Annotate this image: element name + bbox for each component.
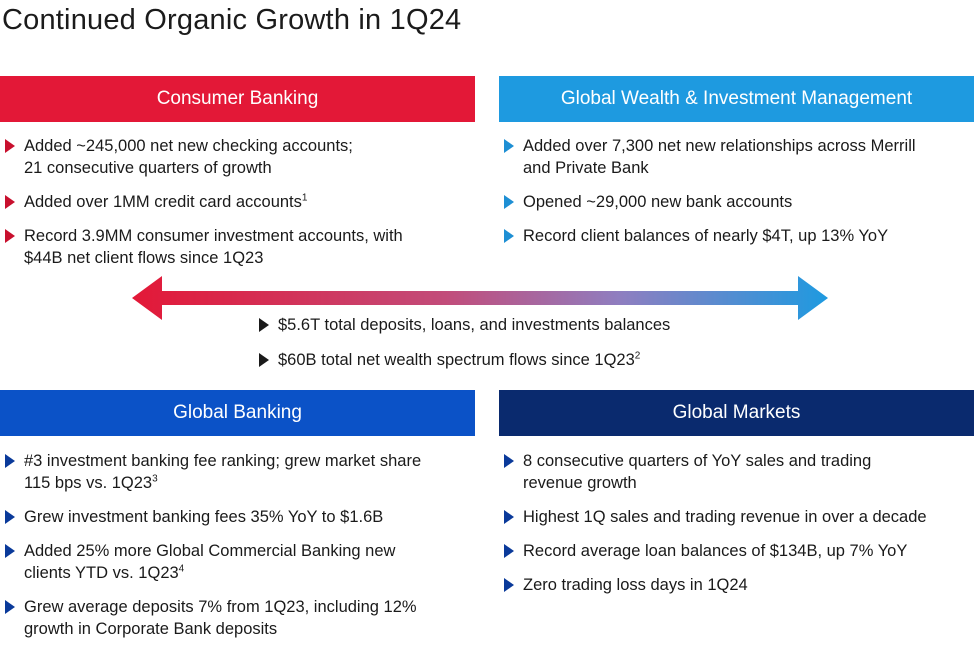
global-markets-header: Global Markets	[499, 390, 974, 436]
triangle-bullet-icon	[5, 544, 15, 558]
bullet-text-line: Added over 7,300 net new relationships a…	[523, 137, 916, 155]
triangle-bullet-icon	[504, 578, 514, 592]
bullet-text-line: Added 25% more Global Commercial Banking…	[24, 542, 396, 560]
triangle-bullet-icon	[5, 139, 15, 153]
global-banking-header: Global Banking	[0, 390, 475, 436]
bullet-text-line: Record 3.9MM consumer investment account…	[24, 227, 403, 245]
bullet-item: 8 consecutive quarters of YoY sales and …	[501, 450, 971, 494]
global-markets-bullets: 8 consecutive quarters of YoY sales and …	[501, 450, 971, 608]
bullet-text-line: revenue growth	[523, 474, 637, 492]
bullet-item: #3 investment banking fee ranking; grew …	[2, 450, 472, 494]
triangle-bullet-icon	[504, 195, 514, 209]
bullet-item: Added over 7,300 net new relationships a…	[501, 135, 971, 179]
global-banking-bullets: #3 investment banking fee ranking; grew …	[2, 450, 472, 652]
bullet-text-line: 8 consecutive quarters of YoY sales and …	[523, 452, 872, 470]
gwim-header-label: Global Wealth & Investment Management	[560, 88, 913, 109]
triangle-bullet-icon	[5, 229, 15, 243]
bullet-text-line: Highest 1Q sales and trading revenue in …	[523, 508, 927, 526]
triangle-bullet-icon	[5, 195, 15, 209]
bullet-text-line: $44B net client flows since 1Q23	[24, 249, 264, 267]
bullet-item: Record client balances of nearly $4T, up…	[501, 225, 971, 247]
bullet-text-line: #3 investment banking fee ranking; grew …	[24, 452, 422, 470]
bullet-text-line: Record client balances of nearly $4T, up…	[523, 227, 889, 245]
bullet-text-line: 21 consecutive quarters of growth	[24, 159, 272, 177]
bullet-text-line: Opened ~29,000 new bank accounts	[523, 193, 793, 211]
summary-bullet-item: $60B total net wealth spectrum flows sin…	[256, 349, 670, 371]
double-arrow-graphic	[132, 276, 828, 320]
triangle-bullet-icon	[259, 318, 269, 332]
bullet-text-line: Added ~245,000 net new checking accounts…	[24, 137, 353, 155]
bullet-item: Highest 1Q sales and trading revenue in …	[501, 506, 971, 528]
bullet-item: Opened ~29,000 new bank accounts	[501, 191, 971, 213]
triangle-bullet-icon	[5, 454, 15, 468]
triangle-bullet-icon	[504, 510, 514, 524]
bullet-text-line: Record average loan balances of $134B, u…	[523, 542, 908, 560]
triangle-bullet-icon	[5, 600, 15, 614]
bullet-text-line: and Private Bank	[523, 159, 649, 177]
consumer-banking-header: Consumer Banking	[0, 76, 475, 122]
bullet-text-line: Zero trading loss days in 1Q24	[523, 576, 748, 594]
bullet-text-line: Added over 1MM credit card accounts	[24, 193, 302, 211]
bullet-item: Record 3.9MM consumer investment account…	[2, 225, 472, 269]
triangle-bullet-icon	[504, 139, 514, 153]
consumer-banking-header-label: Consumer Banking	[156, 88, 319, 109]
bullet-item: Added 25% more Global Commercial Banking…	[2, 540, 472, 584]
summary-bullet-item: $5.6T total deposits, loans, and investm…	[256, 314, 670, 336]
bullet-text-line: 115 bps vs. 1Q23	[24, 474, 153, 492]
consumer-banking-bullets: Added ~245,000 net new checking accounts…	[2, 135, 472, 281]
bullet-item: Added ~245,000 net new checking accounts…	[2, 135, 472, 179]
bullet-item: Grew investment banking fees 35% YoY to …	[2, 506, 472, 528]
footnote-marker: 4	[178, 563, 185, 575]
global-banking-header-label: Global Banking	[173, 402, 302, 423]
gwim-bullets: Added over 7,300 net new relationships a…	[501, 135, 971, 259]
footnote-marker: 2	[634, 350, 641, 362]
bullet-item: Added over 1MM credit card accounts1	[2, 191, 472, 213]
bullet-text-line: Grew average deposits 7% from 1Q23, incl…	[24, 598, 417, 616]
triangle-bullet-icon	[5, 510, 15, 524]
triangle-bullet-icon	[259, 353, 269, 367]
triangle-bullet-icon	[504, 454, 514, 468]
footnote-marker: 3	[152, 473, 158, 485]
arrow-shape	[132, 276, 828, 320]
center-summary-bullets: $5.6T total deposits, loans, and investm…	[256, 314, 670, 384]
gwim-header: Global Wealth & Investment Management	[499, 76, 974, 122]
summary-bullet-text: $60B total net wealth spectrum flows sin…	[278, 351, 635, 369]
bullet-text-line: growth in Corporate Bank deposits	[24, 620, 278, 638]
bullet-item: Grew average deposits 7% from 1Q23, incl…	[2, 596, 472, 640]
page-title: Continued Organic Growth in 1Q24	[2, 4, 462, 36]
global-markets-header-label: Global Markets	[672, 402, 801, 423]
summary-bullet-text: $5.6T total deposits, loans, and investm…	[278, 316, 671, 334]
bullet-text-line: clients YTD vs. 1Q23	[24, 564, 179, 582]
bullet-item: Record average loan balances of $134B, u…	[501, 540, 971, 562]
bullet-text-line: Grew investment banking fees 35% YoY to …	[24, 508, 384, 526]
triangle-bullet-icon	[504, 544, 514, 558]
triangle-bullet-icon	[504, 229, 514, 243]
footnote-marker: 1	[301, 192, 308, 204]
bullet-item: Zero trading loss days in 1Q24	[501, 574, 971, 596]
